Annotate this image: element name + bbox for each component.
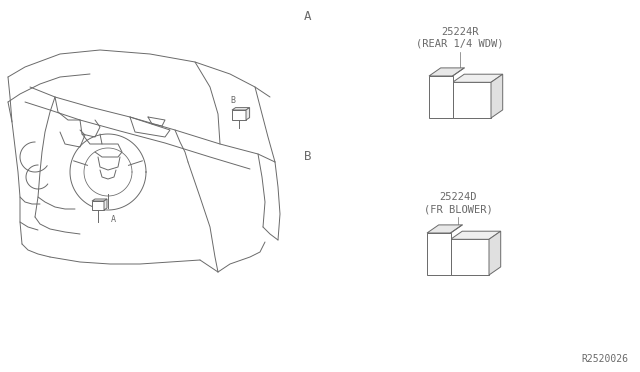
Text: 25224R: 25224R [441,27,479,37]
Polygon shape [429,68,464,76]
Text: (FR BLOWER): (FR BLOWER) [424,204,492,214]
Polygon shape [427,225,462,233]
Text: B: B [230,96,235,105]
Polygon shape [489,231,500,275]
Text: A: A [304,10,312,23]
Polygon shape [246,108,250,120]
Bar [232,110,246,120]
Polygon shape [232,108,250,110]
Bar [427,233,451,275]
Polygon shape [92,199,107,201]
Bar [92,201,104,210]
Bar [452,82,491,118]
Polygon shape [452,74,502,82]
Polygon shape [491,74,502,118]
Polygon shape [104,199,107,210]
Bar [451,239,489,275]
Text: (REAR 1/4 WDW): (REAR 1/4 WDW) [416,39,504,49]
Text: 25224D: 25224D [439,192,477,202]
Polygon shape [451,231,500,239]
Text: B: B [304,151,312,164]
Text: R2520026: R2520026 [581,354,628,364]
Bar [429,76,452,118]
Text: A: A [111,215,116,224]
